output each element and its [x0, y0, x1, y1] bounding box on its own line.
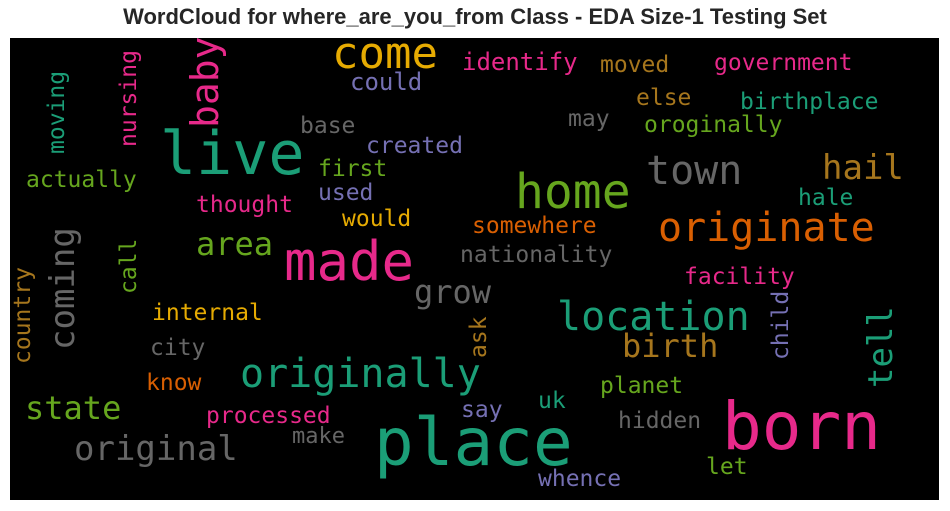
word-hale: hale — [798, 185, 854, 211]
chart-title: WordCloud for where_are_you_from Class -… — [123, 4, 827, 29]
word-government: government — [714, 50, 853, 76]
word-town: town — [646, 148, 743, 194]
word-original: original — [74, 429, 238, 469]
word-hail: hail — [822, 148, 904, 188]
word-coming: coming — [43, 227, 83, 350]
word-state: state — [25, 389, 122, 427]
word-let: let — [706, 454, 748, 480]
word-created: created — [366, 133, 463, 159]
word-moved: moved — [600, 52, 670, 78]
word-nursing: nursing — [116, 50, 142, 147]
word-base: base — [300, 113, 356, 139]
word-know: know — [146, 370, 202, 396]
word-child: child — [768, 290, 794, 360]
word-come: come — [332, 38, 438, 79]
word-home: home — [515, 164, 631, 220]
word-tell: tell — [861, 306, 901, 388]
word-say: say — [461, 397, 503, 423]
word-born: born — [722, 388, 881, 465]
word-call: call — [116, 238, 142, 294]
word-first: first — [318, 156, 388, 182]
word-oroginally: oroginally — [644, 112, 783, 138]
word-thought: thought — [196, 192, 293, 218]
word-city: city — [150, 335, 206, 361]
word-made: made — [284, 230, 415, 293]
word-uk: uk — [538, 388, 566, 414]
word-facility: facility — [684, 264, 795, 290]
word-could: could — [350, 68, 423, 96]
word-make: make — [292, 424, 345, 449]
word-nationality: nationality — [460, 242, 613, 268]
word-hidden: hidden — [618, 408, 702, 434]
word-somewhere: somewhere — [472, 213, 597, 239]
word-originally: originally — [240, 351, 481, 397]
word-location: location — [557, 294, 750, 340]
word-identify: identify — [462, 48, 578, 76]
word-birthplace: birthplace — [740, 89, 879, 115]
word-originate: originate — [658, 205, 875, 251]
wordcloud-canvas: come live home town made originate place… — [10, 38, 939, 500]
word-place: place — [374, 404, 573, 481]
word-planet: planet — [600, 373, 684, 399]
word-country: country — [10, 267, 36, 364]
word-grow: grow — [414, 273, 492, 311]
word-internal: internal — [152, 300, 263, 326]
word-actually: actually — [26, 167, 137, 193]
word-else: else — [636, 85, 692, 111]
word-used: used — [318, 180, 374, 206]
word-area: area — [196, 225, 274, 263]
word-birth: birth — [622, 327, 719, 365]
word-moving: moving — [44, 70, 70, 154]
word-would: would — [342, 206, 412, 232]
word-whence: whence — [538, 466, 622, 492]
word-live: live — [160, 119, 305, 189]
word-baby: baby — [183, 38, 227, 128]
word-may: may — [568, 106, 610, 132]
word-ask: ask — [466, 316, 492, 358]
word-processed: processed — [206, 403, 331, 429]
